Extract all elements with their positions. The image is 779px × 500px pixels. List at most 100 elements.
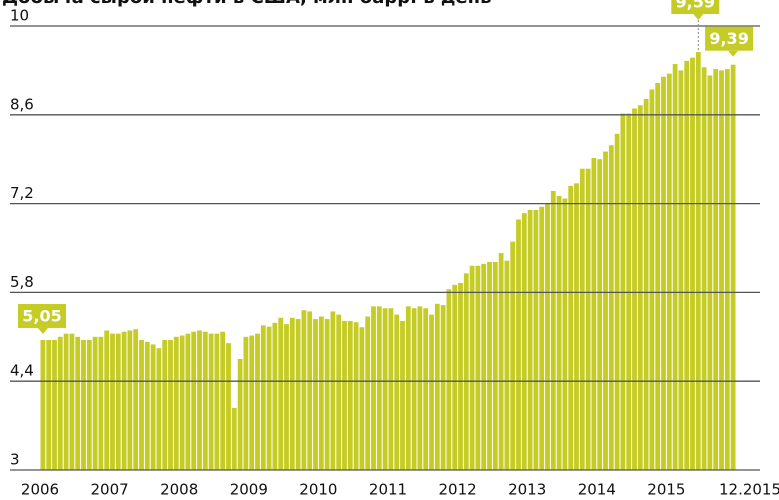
bar [301, 310, 307, 470]
bar [510, 241, 516, 470]
x-tick-label: 2010 [299, 481, 337, 499]
bar [365, 316, 371, 470]
bar [359, 327, 365, 470]
bar [231, 407, 237, 470]
x-tick-label: 2007 [91, 481, 129, 499]
bar [371, 306, 376, 470]
data-label: 5,05 [22, 306, 61, 325]
bar [52, 339, 57, 470]
bar [46, 339, 52, 470]
bar [295, 319, 301, 470]
x-tick-label: 2009 [230, 481, 268, 499]
bar [527, 209, 533, 470]
bar [597, 159, 603, 470]
bar [220, 331, 226, 470]
bar [579, 168, 585, 470]
bar [481, 263, 487, 470]
bar [475, 265, 481, 470]
bar [272, 322, 278, 470]
bar [504, 260, 510, 470]
bar [63, 333, 69, 470]
bar [156, 348, 162, 470]
bar [574, 183, 579, 470]
bar [405, 306, 411, 470]
bar [121, 331, 127, 470]
y-tick-label: 3 [10, 451, 20, 469]
bar [69, 333, 75, 470]
bar [719, 70, 724, 471]
bar [533, 209, 539, 470]
bar [173, 336, 179, 470]
label-pointer [37, 327, 48, 334]
bar [632, 108, 637, 470]
y-tick-label: 10 [10, 7, 29, 25]
bar [452, 284, 458, 470]
bar [150, 344, 156, 470]
bar [713, 69, 719, 470]
bar [110, 333, 115, 470]
bar [104, 330, 110, 470]
bar [440, 305, 446, 470]
bar [162, 339, 168, 470]
bar [179, 335, 185, 470]
bar [98, 336, 104, 470]
bar [318, 316, 324, 470]
bar [382, 308, 388, 470]
bar [86, 339, 92, 470]
chart-title: Добыча сырой нефти в США, млн барр. в де… [2, 0, 491, 8]
bar [388, 308, 394, 470]
bar [568, 185, 574, 470]
bar [469, 265, 475, 470]
bar [655, 83, 661, 470]
bar [684, 60, 690, 471]
label-box [18, 303, 66, 328]
bar [127, 330, 133, 470]
x-tick-label: 2015 [647, 481, 685, 499]
bar [115, 333, 121, 470]
bar [411, 308, 417, 470]
bar [284, 324, 289, 470]
bar [330, 311, 336, 470]
bar [643, 98, 649, 470]
bar [649, 89, 655, 470]
bar [556, 195, 562, 470]
bar [562, 198, 568, 471]
x-tick-label: 2012 [439, 481, 477, 499]
bar [237, 359, 243, 470]
bar [191, 331, 197, 470]
bar [255, 333, 260, 470]
bar [603, 151, 608, 471]
y-tick-label: 4,4 [10, 362, 34, 380]
bar [516, 219, 521, 470]
y-tick-label: 8,6 [10, 95, 34, 113]
bar [498, 253, 504, 470]
bar [521, 213, 527, 470]
bar [307, 311, 313, 470]
bar [249, 335, 255, 470]
bar [214, 333, 220, 470]
data-label: 9,39 [709, 29, 748, 48]
bar [208, 333, 214, 470]
bar [266, 326, 272, 470]
bar [434, 303, 440, 470]
bar [446, 289, 452, 470]
bar [139, 339, 144, 470]
bar [492, 261, 498, 470]
bar [661, 76, 666, 470]
bar [353, 322, 359, 470]
bar [376, 306, 382, 470]
label-box [705, 26, 754, 51]
bar [92, 336, 98, 470]
bar [400, 320, 405, 470]
bar [585, 168, 591, 470]
data-label: 9,59 [676, 0, 715, 12]
bar [185, 333, 191, 470]
bar [226, 343, 231, 470]
bar [707, 75, 713, 470]
bar [637, 105, 643, 471]
bar [336, 314, 342, 470]
x-tick-label: 12.2015 [719, 481, 779, 499]
bar [313, 319, 318, 470]
bar [243, 336, 249, 470]
